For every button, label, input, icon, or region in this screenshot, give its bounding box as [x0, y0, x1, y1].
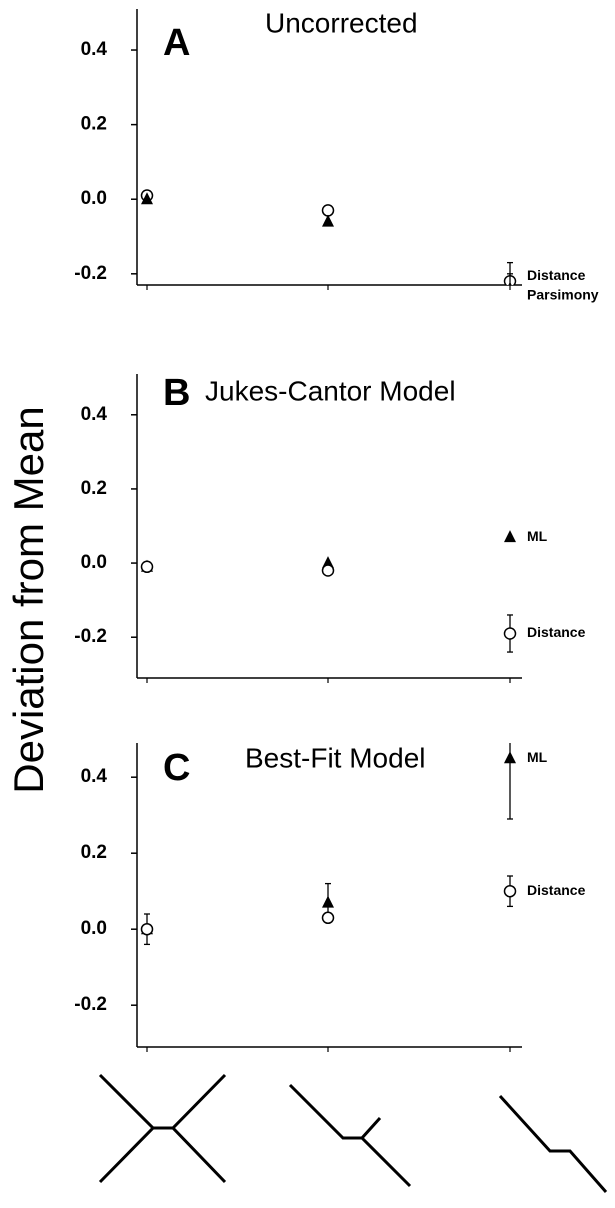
point	[140, 560, 154, 574]
series-label: Distance	[527, 267, 586, 283]
series-label: Distance	[527, 882, 586, 898]
y-tick-label: 0.2	[81, 478, 107, 499]
point	[321, 911, 335, 925]
point	[321, 564, 335, 577]
point	[140, 922, 154, 936]
series-label: Parsimony	[527, 286, 599, 302]
panel-letter: B	[163, 372, 190, 414]
y-tick-label: -0.2	[74, 994, 107, 1015]
tree-icons	[98, 1073, 608, 1193]
error-bar	[507, 273, 513, 285]
y-tick-label: 0.0	[81, 552, 107, 573]
point	[321, 204, 335, 217]
point	[141, 192, 153, 205]
point	[503, 884, 517, 898]
y-tick-label: 0.0	[81, 188, 107, 209]
panel-letter: C	[163, 747, 190, 789]
panel-letter: A	[163, 22, 190, 64]
point	[504, 530, 516, 543]
tree-icon	[498, 1094, 608, 1193]
point	[503, 627, 517, 640]
y-tick-label: -0.2	[74, 626, 107, 647]
point	[322, 895, 334, 908]
plot-area	[140, 530, 517, 653]
tree-icon	[98, 1073, 227, 1184]
point	[508, 281, 512, 285]
point	[322, 214, 334, 227]
y-tick-label: 0.2	[81, 114, 107, 135]
series-label: ML	[527, 749, 548, 765]
y-tick-label: 0.4	[81, 404, 108, 425]
y-tick-label: 0.4	[81, 766, 108, 787]
tree-icon	[288, 1083, 412, 1188]
point	[504, 751, 516, 764]
series-label: Distance	[527, 624, 586, 640]
y-tick-label: 0.4	[81, 39, 108, 60]
panel-title: Uncorrected	[265, 7, 418, 38]
plot-area	[140, 189, 517, 285]
panel-title: Jukes-Cantor Model	[205, 375, 456, 406]
y-tick-label: 0.0	[81, 918, 107, 939]
y-tick-label: 0.2	[81, 842, 107, 863]
plot-area	[140, 743, 517, 946]
series-label: ML	[527, 528, 548, 544]
panel-title: Best-Fit Model	[245, 742, 426, 773]
y-axis-label: Deviation from Mean	[5, 406, 52, 794]
y-tick-label: -0.2	[74, 263, 107, 284]
